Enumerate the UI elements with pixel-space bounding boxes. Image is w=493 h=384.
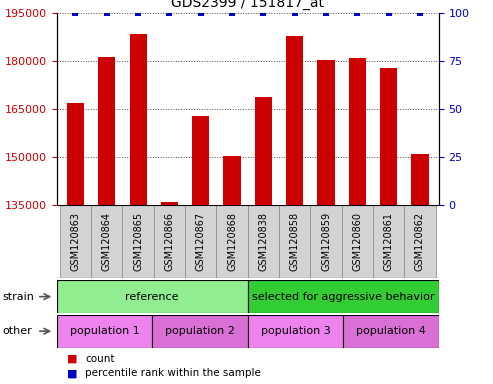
Text: reference: reference <box>125 291 179 302</box>
Text: GSM120838: GSM120838 <box>258 212 268 271</box>
Text: population 4: population 4 <box>356 326 426 336</box>
Text: GSM120868: GSM120868 <box>227 212 237 271</box>
Bar <box>152 315 247 348</box>
Bar <box>122 205 154 278</box>
Text: population 1: population 1 <box>70 326 140 336</box>
Bar <box>216 205 248 278</box>
Bar <box>60 205 91 278</box>
Text: GSM120858: GSM120858 <box>290 212 300 271</box>
Bar <box>161 202 178 205</box>
Bar <box>286 36 303 205</box>
Bar <box>130 34 147 205</box>
Bar <box>404 205 436 278</box>
Bar <box>248 205 279 278</box>
Text: GSM120867: GSM120867 <box>196 212 206 271</box>
Bar <box>311 205 342 278</box>
Text: selected for aggressive behavior: selected for aggressive behavior <box>252 291 434 302</box>
Bar <box>373 205 404 278</box>
Bar <box>255 97 272 205</box>
Bar <box>380 68 397 205</box>
Text: percentile rank within the sample: percentile rank within the sample <box>85 368 261 378</box>
Bar <box>349 58 366 205</box>
Text: GSM120865: GSM120865 <box>133 212 143 271</box>
Title: GDS2399 / 151817_at: GDS2399 / 151817_at <box>171 0 324 10</box>
Bar <box>223 156 241 205</box>
Bar <box>154 205 185 278</box>
Text: ■: ■ <box>67 354 77 364</box>
Bar <box>98 56 115 205</box>
Text: GSM120860: GSM120860 <box>352 212 362 271</box>
Bar <box>411 154 428 205</box>
Text: GSM120862: GSM120862 <box>415 212 425 271</box>
Bar <box>247 280 439 313</box>
Bar <box>192 116 210 205</box>
Text: population 2: population 2 <box>165 326 235 336</box>
Bar <box>342 205 373 278</box>
Bar <box>57 280 247 313</box>
Text: GSM120866: GSM120866 <box>165 212 175 271</box>
Text: other: other <box>2 326 32 336</box>
Text: GSM120859: GSM120859 <box>321 212 331 271</box>
Bar <box>91 205 122 278</box>
Bar <box>343 315 439 348</box>
Bar <box>185 205 216 278</box>
Bar <box>317 60 335 205</box>
Text: population 3: population 3 <box>261 326 330 336</box>
Text: ■: ■ <box>67 368 77 378</box>
Bar <box>247 315 343 348</box>
Bar <box>279 205 311 278</box>
Bar <box>57 315 152 348</box>
Text: GSM120864: GSM120864 <box>102 212 112 271</box>
Text: strain: strain <box>2 291 35 302</box>
Text: count: count <box>85 354 115 364</box>
Bar <box>67 103 84 205</box>
Text: GSM120861: GSM120861 <box>384 212 394 271</box>
Text: GSM120863: GSM120863 <box>70 212 80 271</box>
